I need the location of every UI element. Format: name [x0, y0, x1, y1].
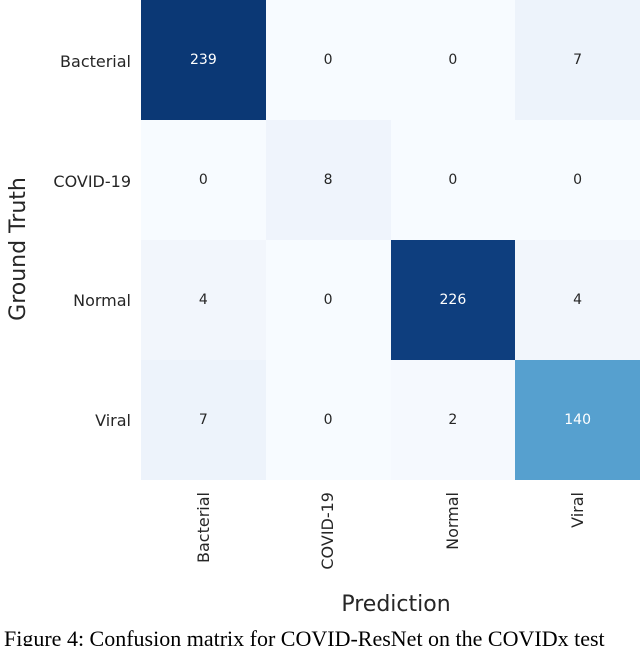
ytick-label-viral: Viral: [95, 411, 131, 430]
figure-caption: Figure 4: Confusion matrix for COVID-Res…: [4, 626, 605, 646]
matrix-cell-r0c3: 7: [515, 0, 640, 120]
y-axis-label: Ground Truth: [6, 177, 31, 321]
matrix-cell-r3c3: 140: [515, 360, 640, 480]
matrix-cell-r0c2: 0: [390, 0, 516, 120]
ytick-label-bacterial: Bacterial: [60, 52, 131, 71]
x-axis-label: Prediction: [341, 592, 451, 617]
xtick-label-viral: Viral: [568, 492, 604, 528]
heatmap-grid: 239 0 0 7 0 8 0 0 4 0 226 4 7 0 2 140: [141, 0, 640, 480]
matrix-cell-r3c0: 7: [141, 360, 266, 480]
matrix-cell-r2c1: 0: [265, 240, 391, 360]
matrix-cell-r1c1: 8: [265, 120, 391, 240]
matrix-cell-r0c1: 0: [265, 0, 391, 120]
ytick-label-normal: Normal: [73, 291, 131, 310]
ytick-label-covid19: COVID-19: [53, 172, 131, 191]
xtick-label-bacterial: Bacterial: [194, 492, 265, 563]
matrix-cell-r2c0: 4: [141, 240, 266, 360]
matrix-cell-r1c0: 0: [141, 120, 266, 240]
matrix-cell-r3c1: 0: [265, 360, 391, 480]
matrix-cell-r0c0: 239: [141, 0, 266, 120]
xtick-label-text: COVID-19: [318, 492, 337, 570]
matrix-cell-r2c3: 4: [515, 240, 640, 360]
xtick-label-covid19: COVID-19: [318, 492, 396, 570]
xtick-label-text: Normal: [443, 492, 462, 550]
xtick-label-text: Bacterial: [194, 492, 213, 563]
xtick-label-normal: Normal: [443, 492, 501, 550]
matrix-cell-r1c3: 0: [515, 120, 640, 240]
matrix-cell-r3c2: 2: [390, 360, 516, 480]
matrix-cell-r1c2: 0: [390, 120, 516, 240]
xtick-label-text: Viral: [568, 492, 587, 528]
matrix-cell-r2c2: 226: [390, 240, 516, 360]
